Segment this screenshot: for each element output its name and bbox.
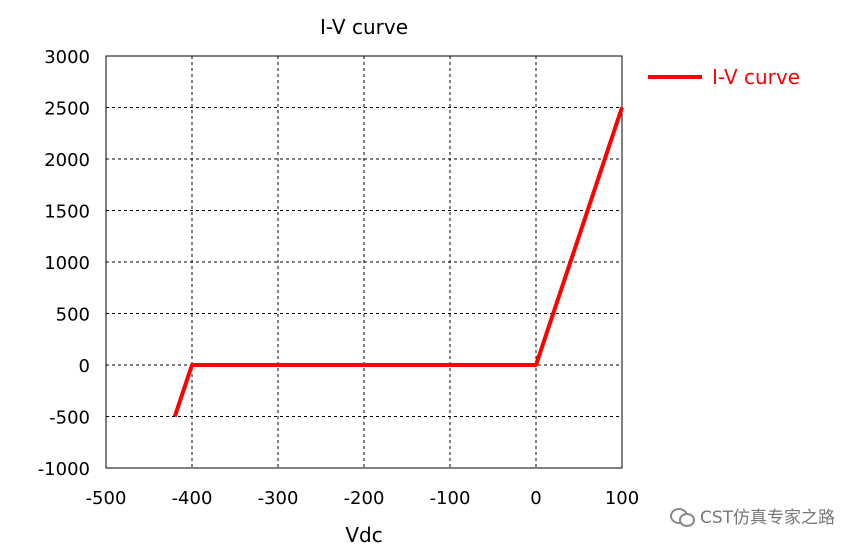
x-tick-label: -100 xyxy=(430,488,471,509)
y-tick-label: 1500 xyxy=(44,202,90,223)
plot-frame xyxy=(105,55,623,469)
x-tick-label: 0 xyxy=(530,488,541,509)
y-tick-label: 500 xyxy=(56,305,90,326)
legend: I-V curve xyxy=(648,65,800,89)
series-line xyxy=(172,106,624,418)
y-tick-label: 1000 xyxy=(44,253,90,274)
y-tick-label: 0 xyxy=(79,356,90,377)
chart-title: I-V curve xyxy=(320,15,408,39)
y-tick-label: -500 xyxy=(49,408,90,429)
wechat-icon xyxy=(669,506,695,527)
x-tick-label: -400 xyxy=(172,488,213,509)
y-tick-label: 3000 xyxy=(44,47,90,68)
y-tick-label: -1000 xyxy=(38,459,90,480)
legend-label: I-V curve xyxy=(712,65,800,89)
grid xyxy=(106,56,622,468)
x-tick-label: -300 xyxy=(258,488,299,509)
x-axis-label: Vdc xyxy=(345,523,382,547)
y-tick-label: 2500 xyxy=(44,99,90,120)
watermark-text: CST仿真专家之路 xyxy=(699,508,835,528)
y-tick-label: 2000 xyxy=(44,150,90,171)
tick-labels: -500 -400 -300 -200 -100 0 100-1000-5000500100… xyxy=(38,47,639,509)
series xyxy=(172,106,624,418)
x-tick-label: -500 xyxy=(86,488,127,509)
watermark: CST仿真专家之路 xyxy=(669,503,835,528)
x-tick-label: -200 xyxy=(344,488,385,509)
x-tick-label: 100 xyxy=(605,488,639,509)
